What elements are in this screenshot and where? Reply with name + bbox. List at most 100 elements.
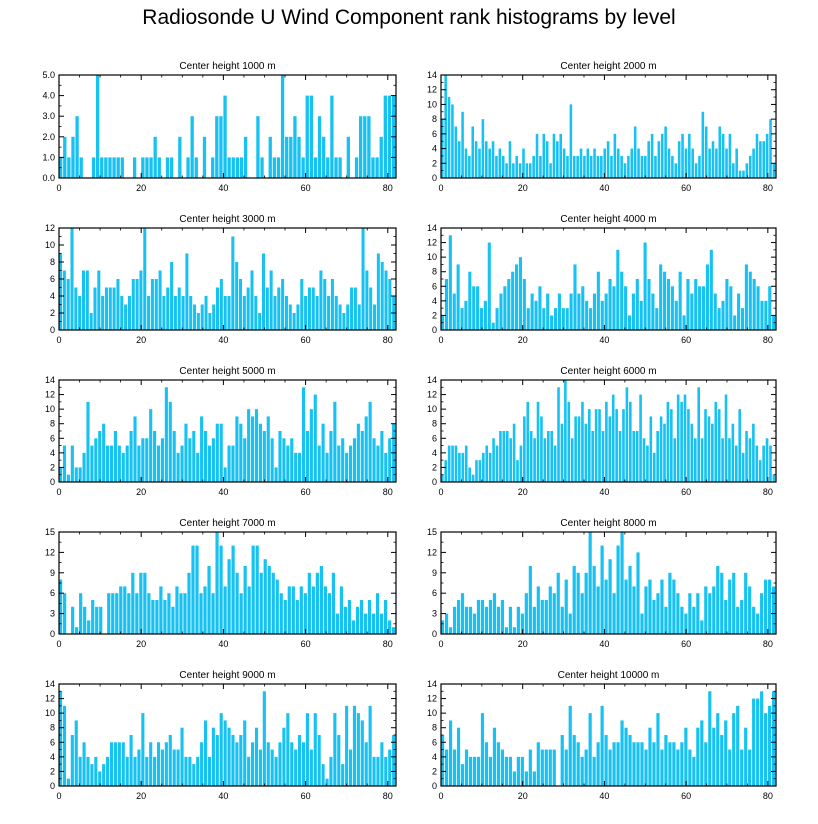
histogram-bar [292, 313, 296, 330]
histogram-bar [305, 431, 309, 482]
histogram-bar [211, 438, 215, 482]
histogram-bar [464, 606, 469, 634]
histogram-bar [127, 296, 131, 330]
histogram-bar [277, 287, 281, 330]
histogram-bar [164, 387, 168, 482]
histogram-bar [529, 431, 533, 482]
histogram-bar [542, 308, 546, 330]
histogram-bar [728, 438, 731, 482]
histogram-bar [584, 749, 588, 786]
histogram-bar [488, 600, 493, 634]
histogram-bar [496, 742, 501, 786]
histogram-bar [192, 431, 196, 482]
histogram-bar [457, 141, 461, 178]
histogram-bar [170, 262, 174, 330]
histogram-bar [313, 713, 317, 786]
histogram-bar [286, 713, 290, 786]
histogram-bar [354, 157, 359, 178]
histogram-bar [215, 532, 219, 634]
histogram-bar [364, 742, 368, 786]
histogram-bar [718, 126, 722, 178]
histogram-bar [300, 279, 304, 330]
histogram-bar [251, 416, 255, 482]
histogram-bar [102, 764, 106, 786]
histogram-bar [247, 409, 251, 482]
x-tick-label: 80 [383, 335, 393, 345]
histogram-bar [376, 253, 380, 330]
histogram-bar [62, 445, 67, 482]
x-tick-label: 80 [763, 183, 773, 193]
histogram-bar [748, 155, 752, 178]
x-tick-label: 80 [383, 791, 393, 801]
x-tick-label: 0 [438, 487, 443, 497]
histogram-bar [106, 756, 110, 786]
histogram-bar [160, 438, 164, 482]
histogram-bar [515, 155, 519, 178]
histogram-bar [528, 749, 532, 786]
histogram-bar [765, 133, 769, 178]
histogram-bar [120, 157, 124, 178]
histogram-bar [557, 293, 561, 330]
histogram-bar [487, 242, 491, 330]
histogram-bar [491, 141, 495, 178]
histogram-bar [461, 452, 465, 482]
histogram-bar [207, 566, 211, 634]
x-tick-label: 80 [763, 791, 773, 801]
histogram-bar [203, 431, 208, 482]
histogram-bar [317, 445, 321, 482]
histogram-bar [116, 157, 120, 178]
x-tick-label: 20 [136, 487, 146, 497]
histogram-bar [562, 148, 566, 178]
panel-title: Center height 1000 m [179, 61, 275, 72]
histogram-bar [104, 287, 108, 330]
histogram-bar [577, 416, 581, 482]
y-tick-label: 14 [45, 375, 55, 385]
y-tick-label: 6 [50, 274, 55, 284]
histogram-bar [155, 600, 159, 634]
histogram-bar [536, 586, 540, 634]
histogram-bar [66, 279, 70, 330]
histogram-bar [705, 264, 709, 330]
histogram-bar [635, 279, 639, 330]
histogram-bar [391, 627, 396, 634]
histogram-bar [540, 416, 543, 482]
histogram-bar [380, 262, 384, 330]
histogram-bar [732, 163, 735, 178]
histogram-bar [610, 155, 613, 178]
histogram-bar [321, 423, 325, 482]
histogram-bar [235, 742, 239, 786]
histogram-bar [89, 313, 93, 330]
histogram-bar [309, 749, 313, 786]
histogram-bar [380, 431, 384, 482]
histogram-bar [472, 613, 477, 634]
histogram-bar [704, 586, 708, 634]
histogram-bar [301, 742, 306, 786]
histogram-bar [680, 401, 683, 482]
histogram-bar [484, 141, 488, 178]
histogram-bar [441, 620, 445, 634]
histogram-bar [585, 300, 589, 330]
histogram-bar [194, 157, 198, 178]
histogram-bar [550, 431, 554, 482]
y-tick-label: 0 [50, 629, 55, 639]
histogram-bar [380, 742, 384, 786]
histogram-bar [139, 270, 143, 330]
histogram-bar [346, 304, 350, 330]
histogram-bar [700, 438, 704, 482]
histogram-bar [309, 409, 313, 482]
histogram-bar [132, 157, 137, 178]
histogram-bar [760, 593, 764, 634]
histogram-bar [379, 136, 383, 178]
histogram-bar [574, 416, 577, 482]
histogram-bar [630, 148, 634, 178]
x-tick-label: 40 [218, 183, 228, 193]
histogram-bar [632, 742, 636, 786]
histogram-bar [115, 593, 119, 634]
histogram-bar [765, 438, 769, 482]
histogram-bar [345, 705, 349, 786]
histogram-bar [772, 474, 776, 482]
histogram-bar [752, 279, 756, 330]
histogram-bar [223, 586, 227, 634]
histogram-bar [346, 136, 350, 178]
histogram-bar [520, 756, 524, 786]
